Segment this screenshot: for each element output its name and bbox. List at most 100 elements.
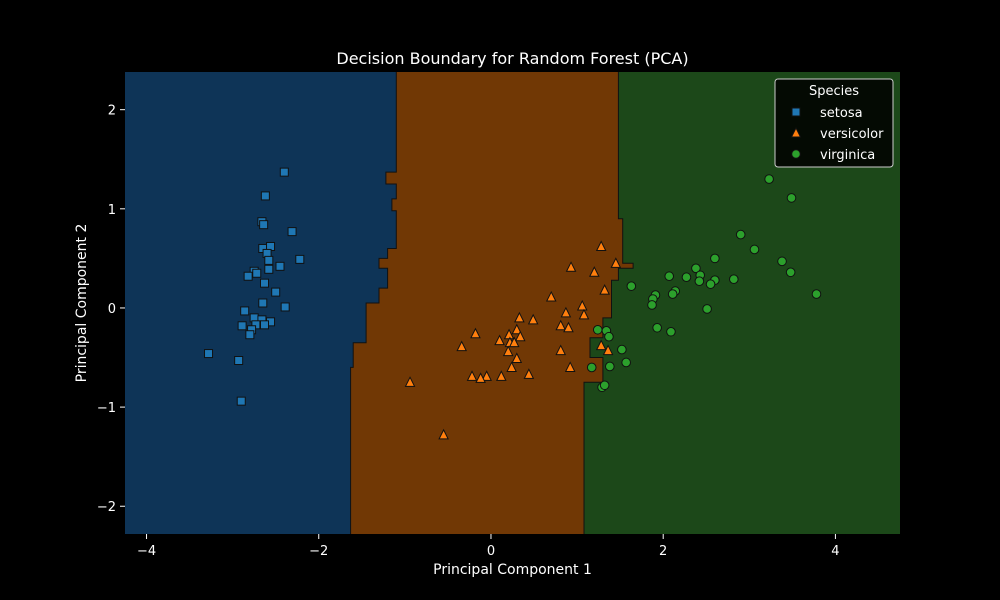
chart-title: Decision Boundary for Random Forest (PCA… [336, 49, 688, 68]
y-tick-label-2: 0 [108, 302, 116, 317]
virginica-point-18 [811, 289, 822, 299]
versicolor-point-24 [502, 345, 514, 357]
versicolor-point-0 [595, 240, 607, 251]
virginica-point-13 [729, 274, 739, 285]
setosa-point-18 [280, 302, 290, 312]
versicolor-point-25 [511, 352, 523, 364]
virginica-point-11 [694, 276, 705, 286]
virginica-point-17 [667, 289, 678, 299]
versicolor-point-5 [545, 290, 557, 302]
versicolor-point-17 [494, 334, 505, 346]
setosa-point-25 [237, 321, 247, 331]
x-axis-label: Principal Component 1 [433, 562, 592, 578]
setosa-point-10 [275, 261, 285, 271]
x-tick-label-3: 2 [659, 544, 667, 559]
y-tick-label-4: 2 [108, 104, 116, 119]
versicolor-point-20 [456, 340, 468, 352]
versicolor-point-27 [564, 361, 576, 372]
setosa-point-28 [234, 356, 244, 366]
virginica-point-23 [652, 322, 662, 333]
virginica-point-27 [604, 331, 614, 342]
versicolor-point-6 [576, 299, 588, 311]
series-virginica [586, 174, 822, 393]
legend-label-virginica: virginica [820, 148, 875, 163]
setosa-point-16 [271, 287, 281, 297]
legend-marker-setosa [791, 107, 801, 117]
data-points [204, 167, 822, 440]
versicolor-point-11 [555, 319, 567, 331]
virginica-point-14 [626, 281, 637, 291]
legend-entries: setosa versicolor virginica [790, 106, 884, 163]
virginica-point-22 [702, 304, 712, 314]
x-tick-label-4: 4 [831, 544, 839, 559]
versicolor-point-23 [555, 344, 567, 356]
versicolor-point-3 [588, 266, 600, 277]
y-tick-label-1: −1 [97, 401, 116, 416]
virginica-point-15 [705, 279, 716, 289]
versicolor-point-34 [438, 428, 449, 440]
virginica-point-21 [647, 300, 657, 310]
versicolor-point-2 [565, 261, 577, 272]
virginica-point-31 [605, 361, 615, 372]
setosa-point-4 [287, 227, 297, 237]
legend-box [774, 78, 894, 168]
versicolor-point-10 [527, 313, 539, 325]
versicolor-point-4 [599, 283, 610, 295]
versicolor-point-30 [481, 370, 492, 381]
y-axis-label: Principal Component 2 [74, 224, 90, 383]
legend-entry-setosa: setosa [791, 106, 863, 121]
setosa-point-14 [264, 264, 274, 274]
virginica-point-2 [735, 229, 746, 240]
setosa-point-15 [260, 278, 269, 288]
legend-marker-virginica [791, 149, 801, 159]
y-tick-label-3: 1 [108, 203, 116, 218]
versicolor-point-12 [563, 321, 574, 333]
virginica-point-0 [764, 174, 774, 184]
legend-label-setosa: setosa [820, 106, 863, 121]
decision-boundaries [350, 72, 634, 534]
setosa-point-9 [295, 254, 305, 264]
virginica-point-30 [586, 362, 597, 373]
virginica-point-3 [749, 244, 760, 255]
virginica-point-28 [617, 344, 627, 355]
virginica-point-26 [592, 324, 603, 335]
x-tick-label-2: 0 [487, 544, 495, 559]
versicolor-point-21 [595, 339, 607, 351]
versicolor-point-1 [610, 257, 622, 268]
versicolor-point-16 [514, 330, 526, 342]
setosa-point-30 [236, 396, 246, 406]
virginica-point-10 [681, 272, 692, 283]
virginica-point-7 [785, 267, 796, 278]
setosa-point-29 [204, 349, 214, 359]
setosa-point-19 [240, 306, 250, 316]
versicolor-point-8 [578, 308, 590, 320]
setosa-point-27 [245, 330, 255, 340]
virginica-point-1 [786, 193, 797, 203]
versicolor-point-28 [523, 368, 535, 379]
plot-area [125, 72, 900, 534]
series-setosa [204, 167, 305, 406]
legend-title: Species [809, 84, 859, 99]
virginica-point-6 [691, 263, 701, 274]
x-tick-label-1: −2 [309, 544, 328, 559]
series-versicolor [404, 240, 622, 440]
setosa-point-3 [259, 220, 269, 230]
legend-entry-virginica: virginica [791, 148, 875, 163]
setosa-point-12 [252, 268, 262, 278]
setosa-point-13 [243, 271, 253, 281]
virginica-point-33 [599, 380, 610, 391]
boundary-setosa-versicolor [350, 72, 397, 534]
versicolor-point-9 [514, 311, 525, 323]
virginica-point-5 [777, 256, 787, 267]
versicolor-point-7 [560, 306, 572, 318]
versicolor-point-29 [466, 370, 478, 381]
x-tick-label-0: −4 [137, 544, 156, 559]
setosa-point-17 [258, 298, 268, 308]
setosa-point-23 [260, 320, 269, 330]
virginica-point-24 [666, 326, 676, 337]
versicolor-point-32 [475, 372, 486, 383]
x-axis: −4 −2 0 2 4 [137, 534, 840, 559]
virginica-point-4 [710, 253, 720, 264]
setosa-point-8 [264, 255, 274, 265]
legend-marker-versicolor [790, 126, 802, 138]
